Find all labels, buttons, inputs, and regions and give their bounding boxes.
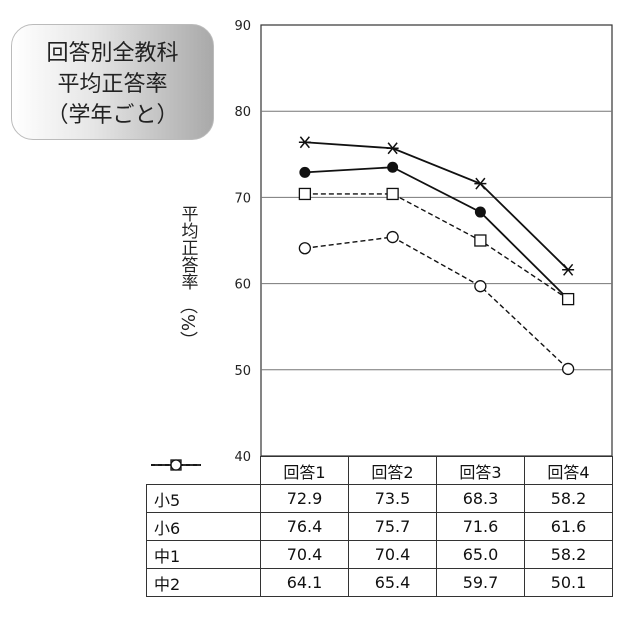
data-table-row: 小5 72.9 73.5 68.3 58.2: [146, 459, 613, 513]
data-point: [474, 280, 487, 293]
data-point: [561, 292, 575, 306]
data-table-row: 中1 70.4 70.4 65.0 58.2: [146, 458, 613, 569]
table-cell: 64.1: [260, 568, 349, 597]
data-point: [562, 263, 575, 276]
legend-entry: 小6: [146, 459, 261, 541]
y-axis-unit: （%）: [177, 296, 198, 350]
chart-title-line-1: 回答別全教科: [46, 41, 179, 66]
legend-label: 小5: [154, 490, 181, 510]
plot-area: [260, 24, 613, 457]
table-cell: 61.6: [524, 512, 613, 541]
data-table-row: 中2 64.1 65.4 59.7 50.1: [146, 458, 613, 597]
data-point: [386, 230, 399, 244]
data-table-header-row: 回答1 回答2 回答3 回答4: [146, 456, 613, 485]
y-tick-label: 80: [234, 105, 251, 120]
y-tick-label: 90: [234, 19, 251, 34]
table-cell: 72.9: [260, 484, 349, 513]
chart-title-line-3: （学年ごと）: [46, 103, 179, 128]
data-point: [386, 142, 399, 155]
table-cell: 65.0: [436, 540, 525, 569]
y-tick-label: 60: [234, 278, 251, 293]
table-cell: 58.2: [524, 484, 613, 513]
data-table: 回答1 回答2 回答3 回答4 小5 72.9 73.5 68.3 58.2 小…: [146, 456, 613, 597]
data-point: [387, 161, 399, 173]
table-cell: 71.6: [436, 512, 525, 541]
data-point: [386, 187, 399, 201]
data-point: [474, 234, 487, 247]
legend-label: 小6: [154, 518, 181, 538]
table-cell: 70.4: [348, 540, 437, 569]
legend-entry: 中1: [146, 458, 261, 569]
legend-entry: 中2: [146, 458, 261, 597]
category-header: 回答3: [436, 456, 525, 485]
legend-symbol-open-circle: [150, 458, 201, 471]
series-line: [304, 166, 569, 300]
data-point: [299, 166, 311, 178]
data-point: [298, 136, 311, 149]
series-line: [304, 193, 569, 300]
data-point: [474, 206, 486, 218]
y-tick-label: 50: [234, 364, 251, 379]
table-cell: 58.2: [524, 540, 613, 569]
legend-entry: 小5: [146, 459, 261, 513]
series-line: [304, 236, 569, 370]
data-table-corner: [146, 456, 261, 485]
table-cell: 75.7: [348, 512, 437, 541]
data-table-row: 小6 76.4 75.7 71.6 61.6: [146, 459, 613, 541]
chart-title-line-2: 平均正答率: [57, 72, 168, 97]
y-axis-label-text: 平均正答率: [177, 205, 198, 290]
table-cell: 70.4: [260, 540, 349, 569]
legend-label: 中1: [154, 546, 181, 566]
category-header: 回答4: [524, 456, 613, 485]
table-cell: 65.4: [348, 568, 437, 597]
chart-title-box: 回答別全教科 平均正答率 （学年ごと）: [11, 24, 214, 140]
data-point: [474, 177, 487, 190]
table-cell: 59.7: [436, 568, 525, 597]
table-cell: 76.4: [260, 512, 349, 541]
data-point: [298, 242, 312, 255]
series-line: [304, 141, 569, 271]
y-axis-label: 平均正答率 （%）: [172, 205, 202, 349]
table-cell: 68.3: [436, 484, 525, 513]
table-cell: 50.1: [524, 568, 613, 597]
legend-label: 中2: [154, 574, 181, 594]
table-cell: 73.5: [348, 484, 437, 513]
data-point: [298, 187, 312, 201]
y-tick-label: 70: [234, 191, 251, 206]
category-header: 回答1: [260, 456, 349, 485]
category-header: 回答2: [348, 456, 437, 485]
data-point: [561, 362, 575, 376]
